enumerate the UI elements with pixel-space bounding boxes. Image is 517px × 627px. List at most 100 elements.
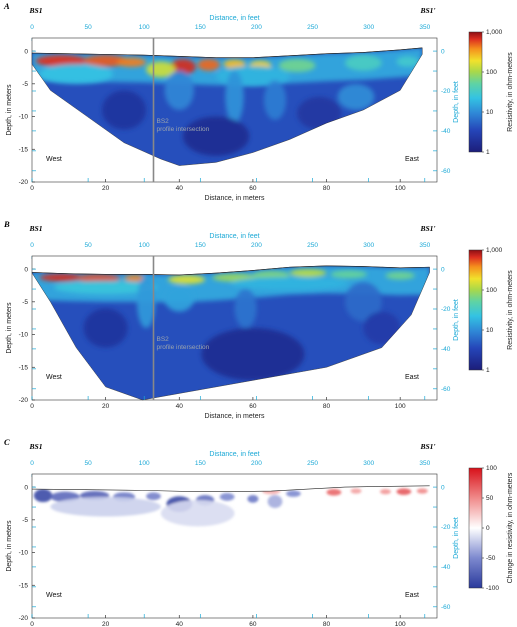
x-tick-label: 40 [176, 185, 184, 192]
x2-tick-label: 200 [251, 460, 262, 467]
y-tick-label: -15 [19, 582, 29, 589]
anomaly [83, 308, 128, 348]
resistivity-section [32, 265, 430, 400]
colorbar-tick-label: 100 [486, 465, 497, 472]
anomaly [252, 271, 290, 279]
x-tick-label: 80 [323, 403, 331, 410]
x-tick-label: 100 [395, 403, 406, 410]
colorbar-label: Resistivity, in ohm-meters [507, 52, 514, 132]
anomaly [168, 274, 206, 285]
colorbar [468, 467, 483, 589]
intersection-label-2: profile intersection [157, 126, 210, 133]
x-tick-label: 20 [102, 185, 110, 192]
colorbar-label: Resistivity, in ohm-meters [507, 270, 514, 350]
colorbar [468, 31, 483, 153]
x2-axis-label: Distance, in feet [209, 15, 259, 22]
colorbar-tick-label: 50 [486, 495, 494, 502]
y2-tick-label: -40 [441, 564, 451, 571]
colorbar-tick-label: 1,000 [486, 29, 503, 36]
anomaly [396, 488, 412, 495]
anomaly [50, 496, 161, 517]
x2-tick-label: 250 [307, 460, 318, 467]
anomaly [170, 58, 196, 75]
x2-tick-label: 350 [419, 460, 430, 467]
section-label-left: BS1 [29, 224, 43, 233]
x-axis-label: Distance, in meters [205, 195, 265, 202]
y-axis-label: Depth, in meters [6, 520, 13, 572]
colorbar-tick-label: 10 [486, 109, 494, 116]
anomaly [39, 64, 114, 84]
x-tick-label: 20 [102, 621, 110, 627]
colorbar-tick-label: -100 [486, 585, 499, 592]
x-axis-label: Distance, in meters [205, 413, 265, 420]
x2-tick-label: 300 [363, 242, 374, 249]
y-tick-label: 0 [24, 484, 28, 491]
anomaly [219, 492, 235, 501]
anomaly [234, 288, 257, 329]
x2-tick-label: 50 [84, 24, 92, 31]
x2-tick-label: 200 [251, 242, 262, 249]
x2-tick-label: 350 [419, 242, 430, 249]
anomaly [230, 276, 349, 291]
anomaly [385, 271, 415, 280]
anomaly [267, 494, 283, 509]
anomaly [286, 490, 301, 497]
anomaly [225, 70, 244, 124]
x2-tick-label: 100 [139, 24, 150, 31]
colorbar-tick-label: 1 [486, 149, 490, 156]
anomaly [344, 55, 382, 71]
y2-tick-label: -20 [441, 88, 451, 95]
y-tick-label: -15 [19, 146, 29, 153]
east-label: East [405, 592, 419, 599]
panel-letter: A [3, 1, 10, 11]
anomaly [39, 273, 84, 282]
x-tick-label: 80 [323, 621, 331, 627]
anomaly [76, 274, 121, 283]
anomaly [344, 282, 382, 322]
x-tick-label: 60 [249, 621, 257, 627]
anomaly [182, 116, 250, 156]
west-label: West [46, 592, 62, 599]
ground-surface [31, 485, 430, 492]
colorbar-tick-label: 10 [486, 327, 494, 334]
x2-tick-label: 0 [30, 460, 34, 467]
anomaly [337, 83, 375, 110]
x2-tick-label: 150 [195, 460, 206, 467]
x2-tick-label: 250 [307, 24, 318, 31]
x2-tick-label: 0 [30, 24, 34, 31]
x2-tick-label: 0 [30, 242, 34, 249]
x2-tick-label: 100 [139, 460, 150, 467]
y-tick-label: -5 [22, 517, 28, 524]
colorbar-tick-label: 100 [486, 69, 497, 76]
x2-tick-label: 150 [195, 242, 206, 249]
anomaly [297, 96, 342, 130]
y-tick-label: 0 [24, 48, 28, 55]
section-label-left: BS1 [29, 6, 43, 15]
x-tick-label: 20 [102, 403, 110, 410]
colorbar [468, 249, 483, 371]
anomaly [197, 58, 220, 71]
anomaly-group [35, 55, 419, 156]
anomaly [164, 285, 194, 312]
anomaly [326, 489, 342, 496]
y-tick-label: -20 [19, 179, 29, 186]
y-tick-label: -15 [19, 364, 29, 371]
y-tick-label: -20 [19, 615, 29, 622]
anomaly [278, 58, 316, 73]
x2-tick-label: 350 [419, 24, 430, 31]
y2-axis-label: Depth, in feet [453, 299, 460, 341]
resistivity-section [32, 47, 423, 166]
anomaly [136, 275, 156, 328]
y-tick-label: -5 [22, 81, 28, 88]
resistivity-section [33, 487, 428, 527]
section-outline [31, 47, 423, 166]
intersection-label-1: BS2 [157, 118, 170, 125]
y2-tick-label: -60 [441, 604, 451, 611]
x-tick-label: 40 [176, 403, 184, 410]
y-tick-label: -20 [19, 397, 29, 404]
y2-tick-label: -40 [441, 346, 451, 353]
intersection-label-1: BS2 [157, 336, 170, 343]
